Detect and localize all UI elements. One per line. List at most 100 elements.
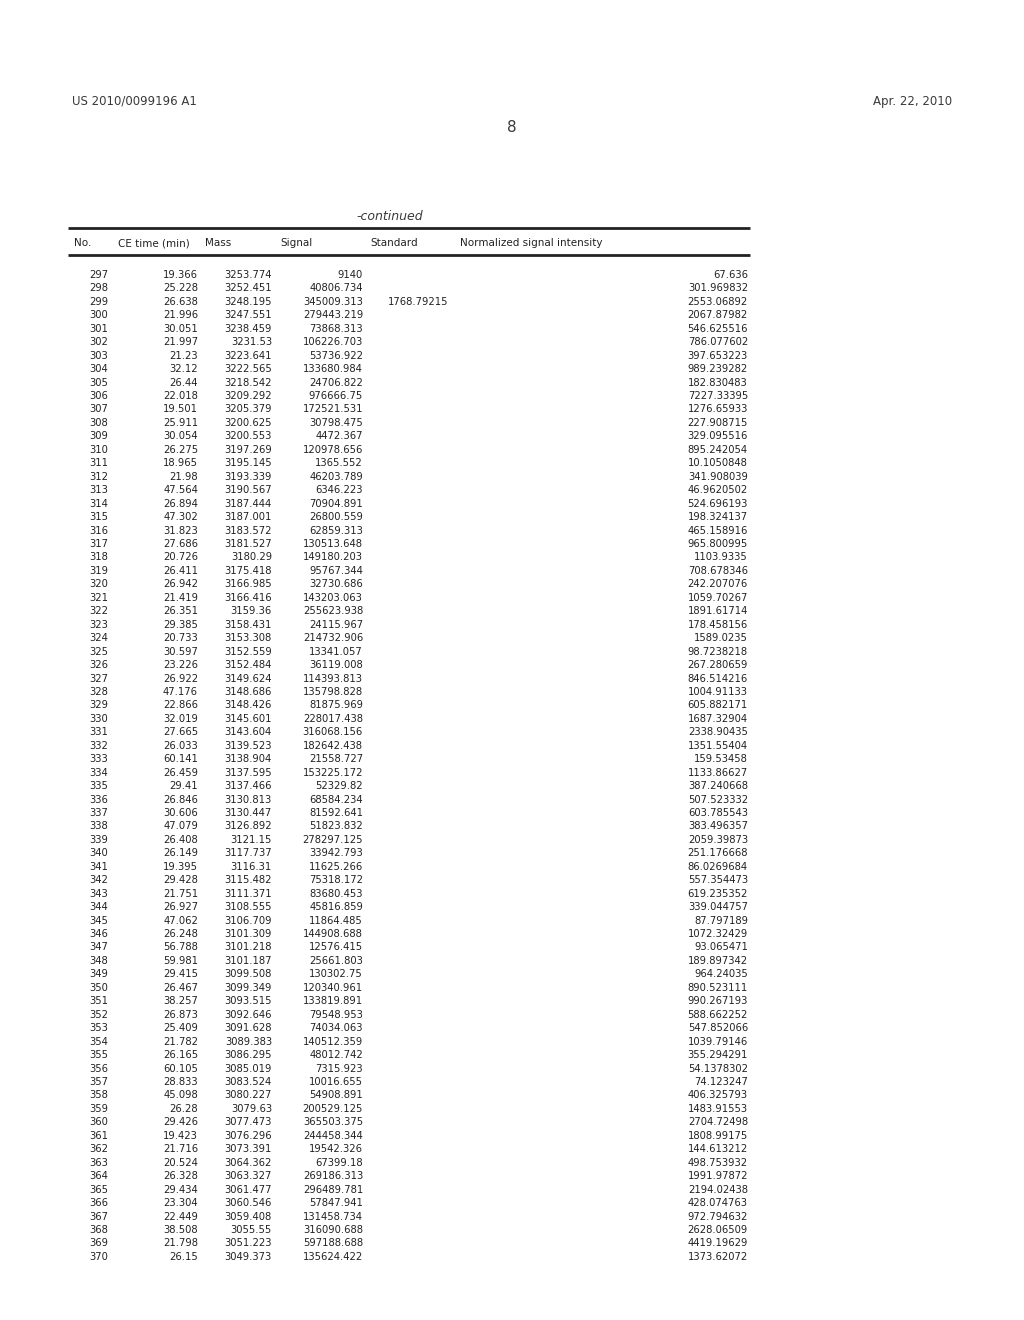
Text: 27.686: 27.686 — [163, 539, 198, 549]
Text: 26800.559: 26800.559 — [309, 512, 362, 523]
Text: 321: 321 — [89, 593, 108, 603]
Text: 339.044757: 339.044757 — [688, 902, 748, 912]
Text: 1103.9335: 1103.9335 — [694, 553, 748, 562]
Text: 159.53458: 159.53458 — [694, 754, 748, 764]
Text: 1687.32904: 1687.32904 — [688, 714, 748, 723]
Text: 3061.477: 3061.477 — [224, 1184, 272, 1195]
Text: 3055.55: 3055.55 — [230, 1225, 272, 1236]
Text: 2553.06892: 2553.06892 — [688, 297, 748, 306]
Text: 368: 368 — [89, 1225, 108, 1236]
Text: Signal: Signal — [280, 238, 312, 248]
Text: 301: 301 — [89, 323, 108, 334]
Text: 133680.984: 133680.984 — [303, 364, 362, 374]
Text: 965.800995: 965.800995 — [688, 539, 748, 549]
Text: 3247.551: 3247.551 — [224, 310, 272, 321]
Text: 120978.656: 120978.656 — [303, 445, 362, 455]
Text: 3060.546: 3060.546 — [224, 1199, 272, 1208]
Text: 3085.019: 3085.019 — [224, 1064, 272, 1073]
Text: 251.176668: 251.176668 — [687, 849, 748, 858]
Text: 333: 333 — [89, 754, 108, 764]
Text: 3166.985: 3166.985 — [224, 579, 272, 589]
Text: 31.823: 31.823 — [163, 525, 198, 536]
Text: 338: 338 — [89, 821, 108, 832]
Text: 26.638: 26.638 — [163, 297, 198, 306]
Text: 279443.219: 279443.219 — [303, 310, 362, 321]
Text: 365503.375: 365503.375 — [303, 1117, 362, 1127]
Text: 93.065471: 93.065471 — [694, 942, 748, 953]
Text: 23.304: 23.304 — [164, 1199, 198, 1208]
Text: 182.830483: 182.830483 — [688, 378, 748, 388]
Text: 345: 345 — [89, 916, 108, 925]
Text: 310: 310 — [89, 445, 108, 455]
Text: 345009.313: 345009.313 — [303, 297, 362, 306]
Text: 3166.416: 3166.416 — [224, 593, 272, 603]
Text: 32.12: 32.12 — [169, 364, 198, 374]
Text: 48012.742: 48012.742 — [309, 1051, 362, 1060]
Text: 19.501: 19.501 — [163, 404, 198, 414]
Text: 3059.408: 3059.408 — [224, 1212, 272, 1221]
Text: 1039.79146: 1039.79146 — [688, 1036, 748, 1047]
Text: 21.98: 21.98 — [169, 471, 198, 482]
Text: 67399.18: 67399.18 — [315, 1158, 362, 1168]
Text: 26.873: 26.873 — [163, 1010, 198, 1020]
Text: 11625.266: 11625.266 — [309, 862, 362, 871]
Text: 26.033: 26.033 — [163, 741, 198, 751]
Text: 98.7238218: 98.7238218 — [688, 647, 748, 656]
Text: 11864.485: 11864.485 — [309, 916, 362, 925]
Text: 1276.65933: 1276.65933 — [688, 404, 748, 414]
Text: 21.997: 21.997 — [163, 337, 198, 347]
Text: 2704.72498: 2704.72498 — [688, 1117, 748, 1127]
Text: 21.782: 21.782 — [163, 1036, 198, 1047]
Text: 95767.344: 95767.344 — [309, 566, 362, 576]
Text: 60.105: 60.105 — [163, 1064, 198, 1073]
Text: 47.564: 47.564 — [163, 486, 198, 495]
Text: 3152.559: 3152.559 — [224, 647, 272, 656]
Text: 178.458156: 178.458156 — [688, 619, 748, 630]
Text: 81875.969: 81875.969 — [309, 701, 362, 710]
Text: 3205.379: 3205.379 — [224, 404, 272, 414]
Text: 51823.832: 51823.832 — [309, 821, 362, 832]
Text: 21.996: 21.996 — [163, 310, 198, 321]
Text: 21.716: 21.716 — [163, 1144, 198, 1154]
Text: 3200.553: 3200.553 — [224, 432, 272, 441]
Text: 47.079: 47.079 — [163, 821, 198, 832]
Text: 3253.774: 3253.774 — [224, 271, 272, 280]
Text: 3148.426: 3148.426 — [224, 701, 272, 710]
Text: 135798.828: 135798.828 — [303, 686, 362, 697]
Text: 3099.508: 3099.508 — [224, 969, 272, 979]
Text: 306: 306 — [89, 391, 108, 401]
Text: 244458.344: 244458.344 — [303, 1131, 362, 1140]
Text: 308: 308 — [89, 418, 108, 428]
Text: 28.833: 28.833 — [164, 1077, 198, 1086]
Text: 3138.904: 3138.904 — [224, 754, 272, 764]
Text: 25.911: 25.911 — [163, 418, 198, 428]
Text: 1808.99175: 1808.99175 — [688, 1131, 748, 1140]
Text: 387.240668: 387.240668 — [688, 781, 748, 791]
Text: 2338.90435: 2338.90435 — [688, 727, 748, 738]
Text: 36119.008: 36119.008 — [309, 660, 362, 671]
Text: 3117.737: 3117.737 — [224, 849, 272, 858]
Text: 3093.515: 3093.515 — [224, 997, 272, 1006]
Text: 317: 317 — [89, 539, 108, 549]
Text: 33942.793: 33942.793 — [309, 849, 362, 858]
Text: 303: 303 — [89, 351, 108, 360]
Text: 989.239282: 989.239282 — [688, 364, 748, 374]
Text: 6346.223: 6346.223 — [315, 486, 362, 495]
Text: 29.428: 29.428 — [163, 875, 198, 886]
Text: 120340.961: 120340.961 — [303, 983, 362, 993]
Text: 26.411: 26.411 — [163, 566, 198, 576]
Text: 53736.922: 53736.922 — [309, 351, 362, 360]
Text: 324: 324 — [89, 634, 108, 643]
Text: 3079.63: 3079.63 — [230, 1104, 272, 1114]
Text: 74.123247: 74.123247 — [694, 1077, 748, 1086]
Text: 114393.813: 114393.813 — [303, 673, 362, 684]
Text: 278297.125: 278297.125 — [302, 836, 362, 845]
Text: 4419.19629: 4419.19629 — [688, 1238, 748, 1249]
Text: 26.894: 26.894 — [163, 499, 198, 508]
Text: 18.965: 18.965 — [163, 458, 198, 469]
Text: 3190.567: 3190.567 — [224, 486, 272, 495]
Text: 46.9620502: 46.9620502 — [688, 486, 748, 495]
Text: 3222.565: 3222.565 — [224, 364, 272, 374]
Text: 3218.542: 3218.542 — [224, 378, 272, 388]
Text: 3193.339: 3193.339 — [224, 471, 272, 482]
